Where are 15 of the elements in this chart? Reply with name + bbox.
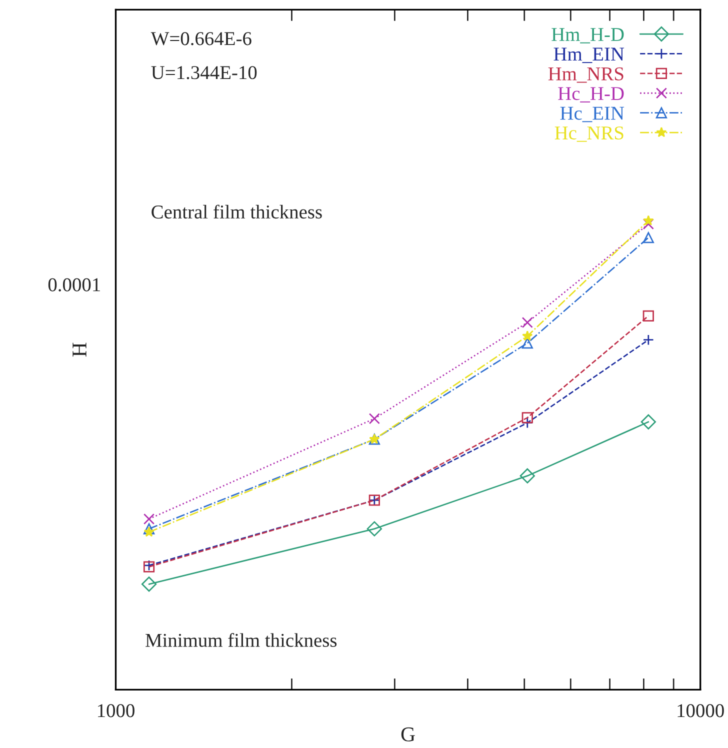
x-tick-label: 10000 [678, 704, 724, 718]
annotation: Minimum film thickness [146, 633, 337, 647]
text: U=1.344E-10 [151, 66, 257, 80]
x-tick-label: 1000 [98, 704, 134, 718]
legend-label: Hc_EIN [560, 106, 624, 122]
legend-label: Hc_NRS [554, 126, 624, 142]
text: 0.0001 [48, 278, 100, 292]
legend-label: Hc_H-D [558, 87, 624, 102]
text: W=0.664E-6 [150, 32, 252, 46]
legend-label: Hm_NRS [548, 67, 624, 83]
x-axis-title: G [401, 727, 415, 742]
legend-label: Hm_H-D [552, 28, 624, 44]
text: Central film thickness [152, 204, 322, 219]
legend-label: Hm_EIN [554, 48, 624, 64]
y-axis-title: H [72, 342, 86, 357]
